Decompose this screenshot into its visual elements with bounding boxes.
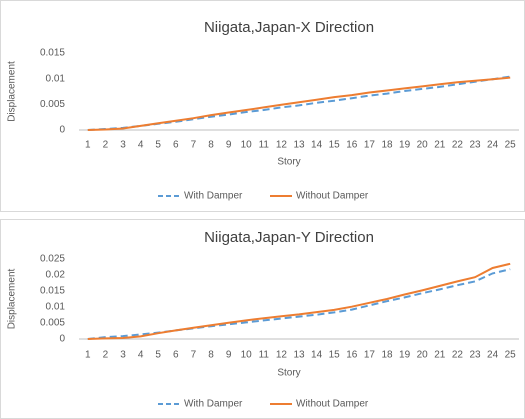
x-tick-label: 23: [469, 350, 481, 361]
x-tick-label: 20: [417, 350, 429, 361]
x-tick-label: 4: [138, 350, 144, 361]
x-axis-title: Story: [277, 157, 300, 168]
x-tick-label: 19: [399, 140, 411, 151]
x-tick-label: 25: [505, 140, 517, 151]
x-tick-label: 11: [259, 140, 270, 151]
x-tick-label: 13: [293, 140, 305, 151]
x-tick-label: 21: [434, 140, 446, 151]
x-tick-label: 6: [173, 350, 179, 361]
x-tick-label: 4: [138, 140, 144, 151]
chart-title: Niigata,Japan-Y Direction: [204, 229, 374, 246]
y-tick-label: 0.02: [46, 270, 66, 281]
x-tick-label: 14: [311, 350, 323, 361]
y-tick-label: 0: [59, 125, 65, 136]
x-tick-label: 5: [155, 140, 161, 151]
x-tick-label: 17: [364, 350, 376, 361]
x-tick-label: 15: [329, 140, 341, 151]
x-tick-label: 2: [103, 350, 109, 361]
x-tick-label: 7: [191, 140, 197, 151]
x-tick-label: 15: [329, 350, 341, 361]
x-tick-label: 20: [417, 140, 429, 151]
x-tick-label: 19: [399, 350, 411, 361]
x-tick-label: 18: [381, 350, 393, 361]
legend-label: With Damper: [184, 191, 243, 202]
x-tick-label: 9: [226, 350, 232, 361]
y-tick-label: 0.01: [46, 302, 66, 313]
y-tick-label: 0.015: [40, 48, 65, 59]
x-tick-label: 21: [434, 350, 446, 361]
chart-frame: [0, 0, 525, 212]
legend-label: Without Damper: [296, 399, 369, 410]
x-tick-label: 2: [103, 140, 109, 151]
series-line: [87, 262, 511, 340]
x-tick-label: 11: [259, 350, 270, 361]
x-tick-label: 17: [364, 140, 376, 151]
legend-label: With Damper: [184, 399, 243, 410]
x-tick-label: 25: [505, 350, 517, 361]
x-tick-label: 16: [346, 140, 358, 151]
x-tick-label: 10: [241, 350, 253, 361]
legend-label: Without Damper: [296, 191, 369, 202]
x-tick-label: 22: [452, 350, 464, 361]
x-tick-label: 3: [120, 350, 126, 361]
x-tick-label: 12: [276, 140, 288, 151]
y-tick-label: 0.015: [40, 286, 65, 297]
x-tick-label: 23: [469, 140, 481, 151]
x-tick-label: 3: [120, 140, 126, 151]
x-tick-label: 12: [276, 350, 288, 361]
x-tick-label: 8: [208, 350, 214, 361]
x-tick-label: 6: [173, 140, 179, 151]
y-tick-label: 0: [59, 334, 65, 345]
series-line: [87, 76, 511, 131]
x-axis-title: Story: [277, 368, 300, 379]
x-tick-label: 16: [346, 350, 358, 361]
x-tick-label: 24: [487, 350, 499, 361]
x-tick-label: 14: [311, 140, 323, 151]
y-tick-label: 0.005: [40, 99, 65, 110]
x-tick-label: 24: [487, 140, 499, 151]
x-tick-label: 7: [191, 350, 197, 361]
x-tick-label: 1: [85, 140, 91, 151]
x-tick-label: 10: [241, 140, 253, 151]
x-tick-label: 22: [452, 140, 464, 151]
y-tick-label: 0.025: [40, 254, 65, 265]
y-axis-title: Displacement: [7, 61, 18, 122]
x-tick-label: 8: [208, 140, 214, 151]
x-tick-label: 5: [155, 350, 161, 361]
chart-title: Niigata,Japan-X Direction: [204, 19, 374, 36]
y-tick-label: 0.005: [40, 318, 65, 329]
y-tick-label: 0.01: [46, 73, 66, 84]
x-tick-label: 1: [85, 350, 91, 361]
x-tick-label: 18: [381, 140, 393, 151]
x-tick-label: 9: [226, 140, 232, 151]
x-tick-label: 13: [293, 350, 305, 361]
y-axis-title: Displacement: [7, 268, 18, 329]
